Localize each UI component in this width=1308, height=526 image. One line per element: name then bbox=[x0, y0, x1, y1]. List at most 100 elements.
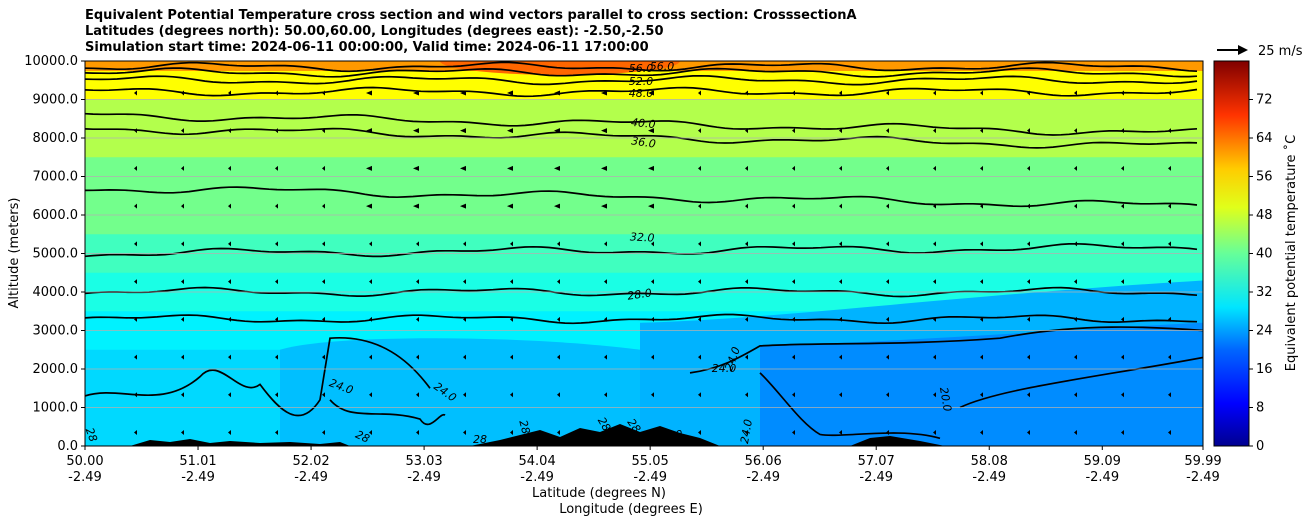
colorbar-tick-label: 48 bbox=[1256, 208, 1273, 223]
wind-vector bbox=[181, 165, 184, 171]
wind-vector bbox=[1027, 165, 1030, 171]
wind-vector bbox=[134, 203, 137, 209]
wind-vector bbox=[228, 279, 231, 285]
wind-vector bbox=[507, 203, 513, 209]
wind-vector bbox=[369, 316, 372, 322]
x-tick-label-lon: -2.49 bbox=[520, 470, 554, 485]
contour-line bbox=[85, 74, 1198, 86]
wind-vector bbox=[554, 165, 560, 171]
wind-vector bbox=[601, 128, 607, 134]
wind-vector bbox=[1074, 430, 1077, 436]
contour-line bbox=[329, 399, 446, 426]
wind-vector bbox=[886, 354, 889, 360]
wind-vector bbox=[839, 90, 842, 96]
wind-vector bbox=[792, 203, 795, 209]
wind-vector bbox=[980, 354, 983, 360]
wind-vector bbox=[228, 392, 231, 398]
x-tick-label-lat: 59.99 bbox=[1184, 454, 1221, 469]
wind-vector bbox=[1121, 430, 1124, 436]
wind-vector bbox=[601, 90, 607, 96]
wind-vector bbox=[601, 203, 607, 209]
wind-vector bbox=[228, 241, 231, 247]
wind-vector bbox=[275, 430, 278, 436]
wind-vector bbox=[792, 392, 795, 398]
wind-vector bbox=[322, 128, 325, 134]
wind-vector bbox=[839, 279, 842, 285]
wind-vector bbox=[228, 165, 231, 171]
wind-vector bbox=[604, 241, 607, 247]
wind-vector bbox=[792, 279, 795, 285]
wind-vector bbox=[648, 128, 654, 134]
wind-vector bbox=[745, 165, 748, 171]
wind-vector bbox=[416, 430, 419, 436]
wind-vector bbox=[933, 241, 936, 247]
wind-vector bbox=[181, 128, 184, 134]
wind-vector bbox=[366, 128, 372, 134]
wind-vector bbox=[460, 165, 466, 171]
contour-label: 56.0 bbox=[629, 62, 654, 75]
contour-label: 32.0 bbox=[630, 230, 655, 244]
wind-vector bbox=[463, 279, 466, 285]
x-tick-label-lat: 56.06 bbox=[745, 454, 782, 469]
x-tick-label-lon: -2.49 bbox=[859, 470, 893, 485]
theta-band bbox=[280, 338, 640, 446]
wind-vector bbox=[413, 90, 419, 96]
wind-vector bbox=[369, 354, 372, 360]
contour-line bbox=[85, 86, 1198, 98]
wind-vector bbox=[181, 316, 184, 322]
contour-line bbox=[85, 61, 1198, 73]
y-tick-label: 2000.0 bbox=[33, 362, 79, 377]
y-tick-label: 10000.0 bbox=[24, 54, 78, 69]
wind-vector bbox=[698, 203, 701, 209]
wind-vector bbox=[554, 128, 560, 134]
y-tick-label: 7000.0 bbox=[33, 170, 79, 185]
wind-vector bbox=[134, 90, 137, 96]
wind-vector bbox=[886, 165, 889, 171]
wind-vector bbox=[1074, 279, 1077, 285]
x-tick-label-lat: 53.03 bbox=[405, 454, 442, 469]
wind-vector bbox=[980, 392, 983, 398]
theta-e-filled-contours bbox=[85, 61, 1203, 446]
wind-vector bbox=[463, 430, 466, 436]
contour-label: 36.0 bbox=[630, 134, 656, 150]
wind-vector bbox=[1121, 241, 1124, 247]
wind-vector bbox=[839, 316, 842, 322]
wind-vector bbox=[648, 165, 654, 171]
wind-vector bbox=[980, 203, 983, 209]
wind-vector bbox=[792, 354, 795, 360]
wind-vector bbox=[1074, 128, 1077, 134]
wind-vector bbox=[463, 392, 466, 398]
wind-vector bbox=[1074, 203, 1077, 209]
wind-vector bbox=[322, 430, 325, 436]
colorbar-tick-label: 72 bbox=[1256, 93, 1273, 108]
wind-vector bbox=[886, 128, 889, 134]
colorbar bbox=[1213, 60, 1250, 447]
wind-vector bbox=[510, 241, 513, 247]
wind-vector bbox=[980, 241, 983, 247]
colorbar-tick-label: 8 bbox=[1256, 401, 1264, 416]
wind-vector bbox=[745, 279, 748, 285]
x-tick-label-lon: -2.49 bbox=[633, 470, 667, 485]
wind-vector bbox=[1168, 241, 1171, 247]
wind-vector bbox=[745, 203, 748, 209]
contour-line bbox=[85, 242, 1198, 258]
wind-vector bbox=[1027, 203, 1030, 209]
y-tick-label: 0.0 bbox=[57, 439, 78, 454]
contour-line bbox=[85, 67, 1198, 78]
wind-vector bbox=[275, 165, 278, 171]
wind-vector bbox=[557, 430, 560, 436]
wind-vector bbox=[839, 392, 842, 398]
wind-vector bbox=[604, 354, 607, 360]
terrain bbox=[130, 424, 945, 446]
wind-vector bbox=[275, 241, 278, 247]
wind-vector bbox=[460, 128, 466, 134]
plot-area: 56.056.052.048.040.036.032.028.024.0 24.0… bbox=[85, 61, 1203, 446]
wind-vector bbox=[651, 279, 654, 285]
colorbar-tick-label: 0 bbox=[1256, 439, 1264, 454]
wind-vector bbox=[1121, 354, 1124, 360]
wind-vector bbox=[369, 241, 372, 247]
y-tick-label: 4000.0 bbox=[33, 285, 79, 300]
wind-vector bbox=[839, 354, 842, 360]
wind-vector bbox=[228, 354, 231, 360]
wind-vector bbox=[1168, 90, 1171, 96]
